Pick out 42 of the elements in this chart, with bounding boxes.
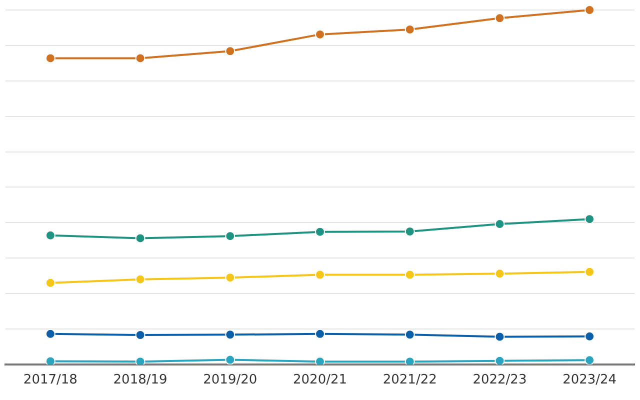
point [494, 219, 505, 230]
point [584, 331, 595, 342]
point [45, 230, 56, 240]
x-tick-label: 2019/20 [203, 372, 258, 388]
x-tick-label: 2021/22 [382, 372, 437, 388]
point [45, 278, 56, 288]
point [225, 272, 236, 283]
point [45, 53, 56, 64]
point [584, 266, 595, 277]
point [404, 330, 415, 340]
point [315, 29, 325, 40]
point [225, 354, 236, 364]
point [584, 214, 595, 224]
point [135, 53, 146, 64]
x-tick-label: 2022/23 [472, 372, 527, 388]
point [135, 233, 146, 244]
point [225, 231, 236, 242]
point [135, 356, 146, 364]
point [315, 328, 325, 339]
point [404, 24, 415, 34]
point [45, 356, 56, 364]
point [315, 270, 325, 280]
x-tick-label: 2017/18 [23, 372, 78, 388]
point [494, 13, 505, 24]
point [315, 356, 325, 364]
point [404, 356, 415, 364]
point [45, 328, 56, 339]
point [584, 355, 595, 364]
point [494, 356, 505, 364]
point [135, 330, 146, 340]
x-tick-label: 2020/21 [292, 372, 348, 388]
point [404, 226, 415, 236]
point [225, 330, 236, 340]
point [315, 226, 325, 237]
point [494, 268, 505, 279]
x-tick-label: 2023/24 [562, 372, 617, 388]
point [584, 5, 595, 15]
point [404, 270, 415, 280]
x-tick-label: 2018/19 [113, 372, 168, 388]
point [135, 274, 146, 284]
point [225, 46, 236, 56]
point [494, 332, 505, 342]
